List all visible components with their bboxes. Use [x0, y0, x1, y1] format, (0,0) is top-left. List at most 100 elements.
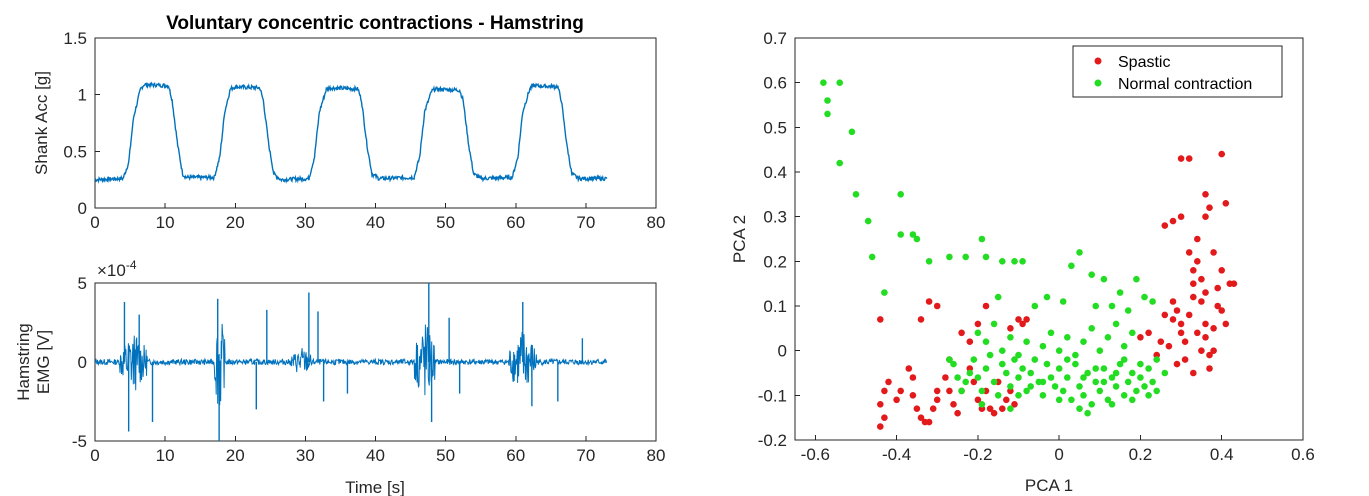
spastic-point — [986, 405, 994, 413]
y-tick-label: 0.5 — [63, 142, 87, 161]
spastic-point — [1190, 280, 1197, 288]
spastic-point — [1202, 213, 1209, 220]
spastic-point — [1157, 338, 1165, 346]
normal-point — [1100, 378, 1108, 386]
spastic-point — [1169, 217, 1177, 225]
normal-point — [1088, 271, 1095, 279]
legend-label-normal: Normal contraction — [1118, 76, 1252, 93]
spastic-point — [933, 302, 941, 310]
normal-point — [994, 293, 1002, 301]
y-tick-label: 0.3 — [763, 208, 787, 227]
normal-point — [1011, 258, 1018, 265]
normal-point — [1055, 396, 1063, 404]
normal-point — [954, 374, 961, 381]
y-tick-label: 0.7 — [763, 29, 787, 48]
x-tick-label: -0.6 — [801, 445, 830, 464]
x-tick-label: 80 — [647, 213, 666, 232]
spastic-point — [1145, 329, 1152, 337]
y-axis-label-line1: Hamstring — [14, 323, 33, 400]
normal-point — [982, 338, 990, 346]
normal-point — [1076, 249, 1083, 256]
x-tick-label: 50 — [436, 446, 455, 465]
normal-point — [1059, 298, 1067, 305]
normal-point — [824, 97, 831, 104]
emg-line — [94, 323, 607, 406]
spastic-point — [1177, 320, 1185, 328]
normal-point — [1141, 293, 1148, 301]
normal-point — [990, 378, 998, 386]
x-tick-label: 50 — [436, 213, 455, 232]
normal-point — [1088, 401, 1095, 408]
normal-point — [946, 356, 953, 363]
normal-point — [970, 356, 978, 363]
x-tick-label: 0.6 — [1291, 445, 1315, 464]
normal-point — [1007, 383, 1014, 390]
spastic-point — [877, 423, 884, 430]
spastic-point — [1198, 298, 1205, 305]
normal-point — [1153, 387, 1160, 395]
x-tick-label: 70 — [576, 213, 595, 232]
normal-point — [1072, 360, 1079, 368]
y-tick-label: 0.6 — [763, 74, 787, 93]
normal-point — [1072, 351, 1079, 359]
normal-point — [962, 378, 969, 386]
spastic-point — [1181, 356, 1189, 363]
spastic-point — [1185, 249, 1193, 256]
x-tick-label: -0.2 — [963, 445, 992, 464]
spastic-point — [1222, 200, 1230, 207]
normal-point — [836, 159, 843, 167]
normal-point — [1100, 275, 1108, 283]
x-ticks: -0.6 -0.4 -0.2 0 0.2 0.4 0.6 — [801, 435, 1315, 464]
y-tick-label: 0.2 — [763, 252, 787, 271]
normal-point — [1015, 392, 1022, 399]
y-tick-label: 0 — [78, 353, 87, 372]
spastic-point — [1177, 213, 1185, 220]
spastic-point — [1019, 320, 1026, 328]
spastic-point — [1202, 320, 1209, 328]
normal-point — [1064, 334, 1071, 341]
x-tick-label: 30 — [296, 446, 315, 465]
spastic-point — [1007, 325, 1014, 332]
normal-point — [1059, 387, 1067, 395]
spastic-point — [909, 392, 917, 399]
normal-point — [1120, 392, 1128, 399]
normal-point — [909, 231, 917, 238]
normal-point — [820, 79, 827, 86]
spastic-point — [885, 378, 892, 386]
spastic-point — [881, 387, 888, 395]
spastic-point — [1011, 401, 1018, 408]
emg-panel: ×10-4 Hamstring EMG [V] Time [s] 0 10 20 30… — [14, 258, 665, 496]
y-tick-label: 0.4 — [763, 163, 787, 182]
normal-point — [1015, 351, 1022, 359]
pca-panel: PCA 2 PCA 1 -0.6 -0.4 -0.2 0 0.2 0.4 0.6 -0.2-… — [730, 29, 1315, 495]
spastic-point — [974, 396, 982, 404]
normal-point — [848, 128, 856, 136]
y-tick-label: 1.5 — [63, 29, 87, 48]
normal-point — [913, 235, 921, 243]
spastic-point — [933, 387, 941, 395]
normal-point — [1149, 298, 1156, 305]
normal-point — [1092, 365, 1099, 372]
spastic-point — [933, 396, 941, 404]
normal-point — [852, 191, 860, 198]
x-tick-label: 40 — [366, 213, 385, 232]
shank-acc-panel: Voluntary concentric contractions - Hams… — [32, 13, 665, 232]
spastic-point — [1194, 258, 1201, 265]
normal-point — [946, 253, 953, 261]
spastic-point — [897, 387, 904, 395]
normal-point — [1031, 356, 1039, 363]
spastic-point — [1218, 267, 1225, 274]
normal-point — [1096, 347, 1104, 355]
normal-point — [962, 253, 969, 261]
normal-point — [1076, 405, 1083, 413]
normal-point — [1120, 342, 1128, 350]
spastic-point — [1185, 311, 1193, 319]
normal-point — [1137, 374, 1144, 381]
normal-point — [1129, 329, 1136, 337]
x-tick-label: 30 — [296, 213, 315, 232]
plot-box — [94, 37, 657, 209]
legend-label-spastic: Spastic — [1118, 54, 1170, 71]
normal-point — [1055, 347, 1063, 355]
normal-point — [1068, 262, 1075, 270]
